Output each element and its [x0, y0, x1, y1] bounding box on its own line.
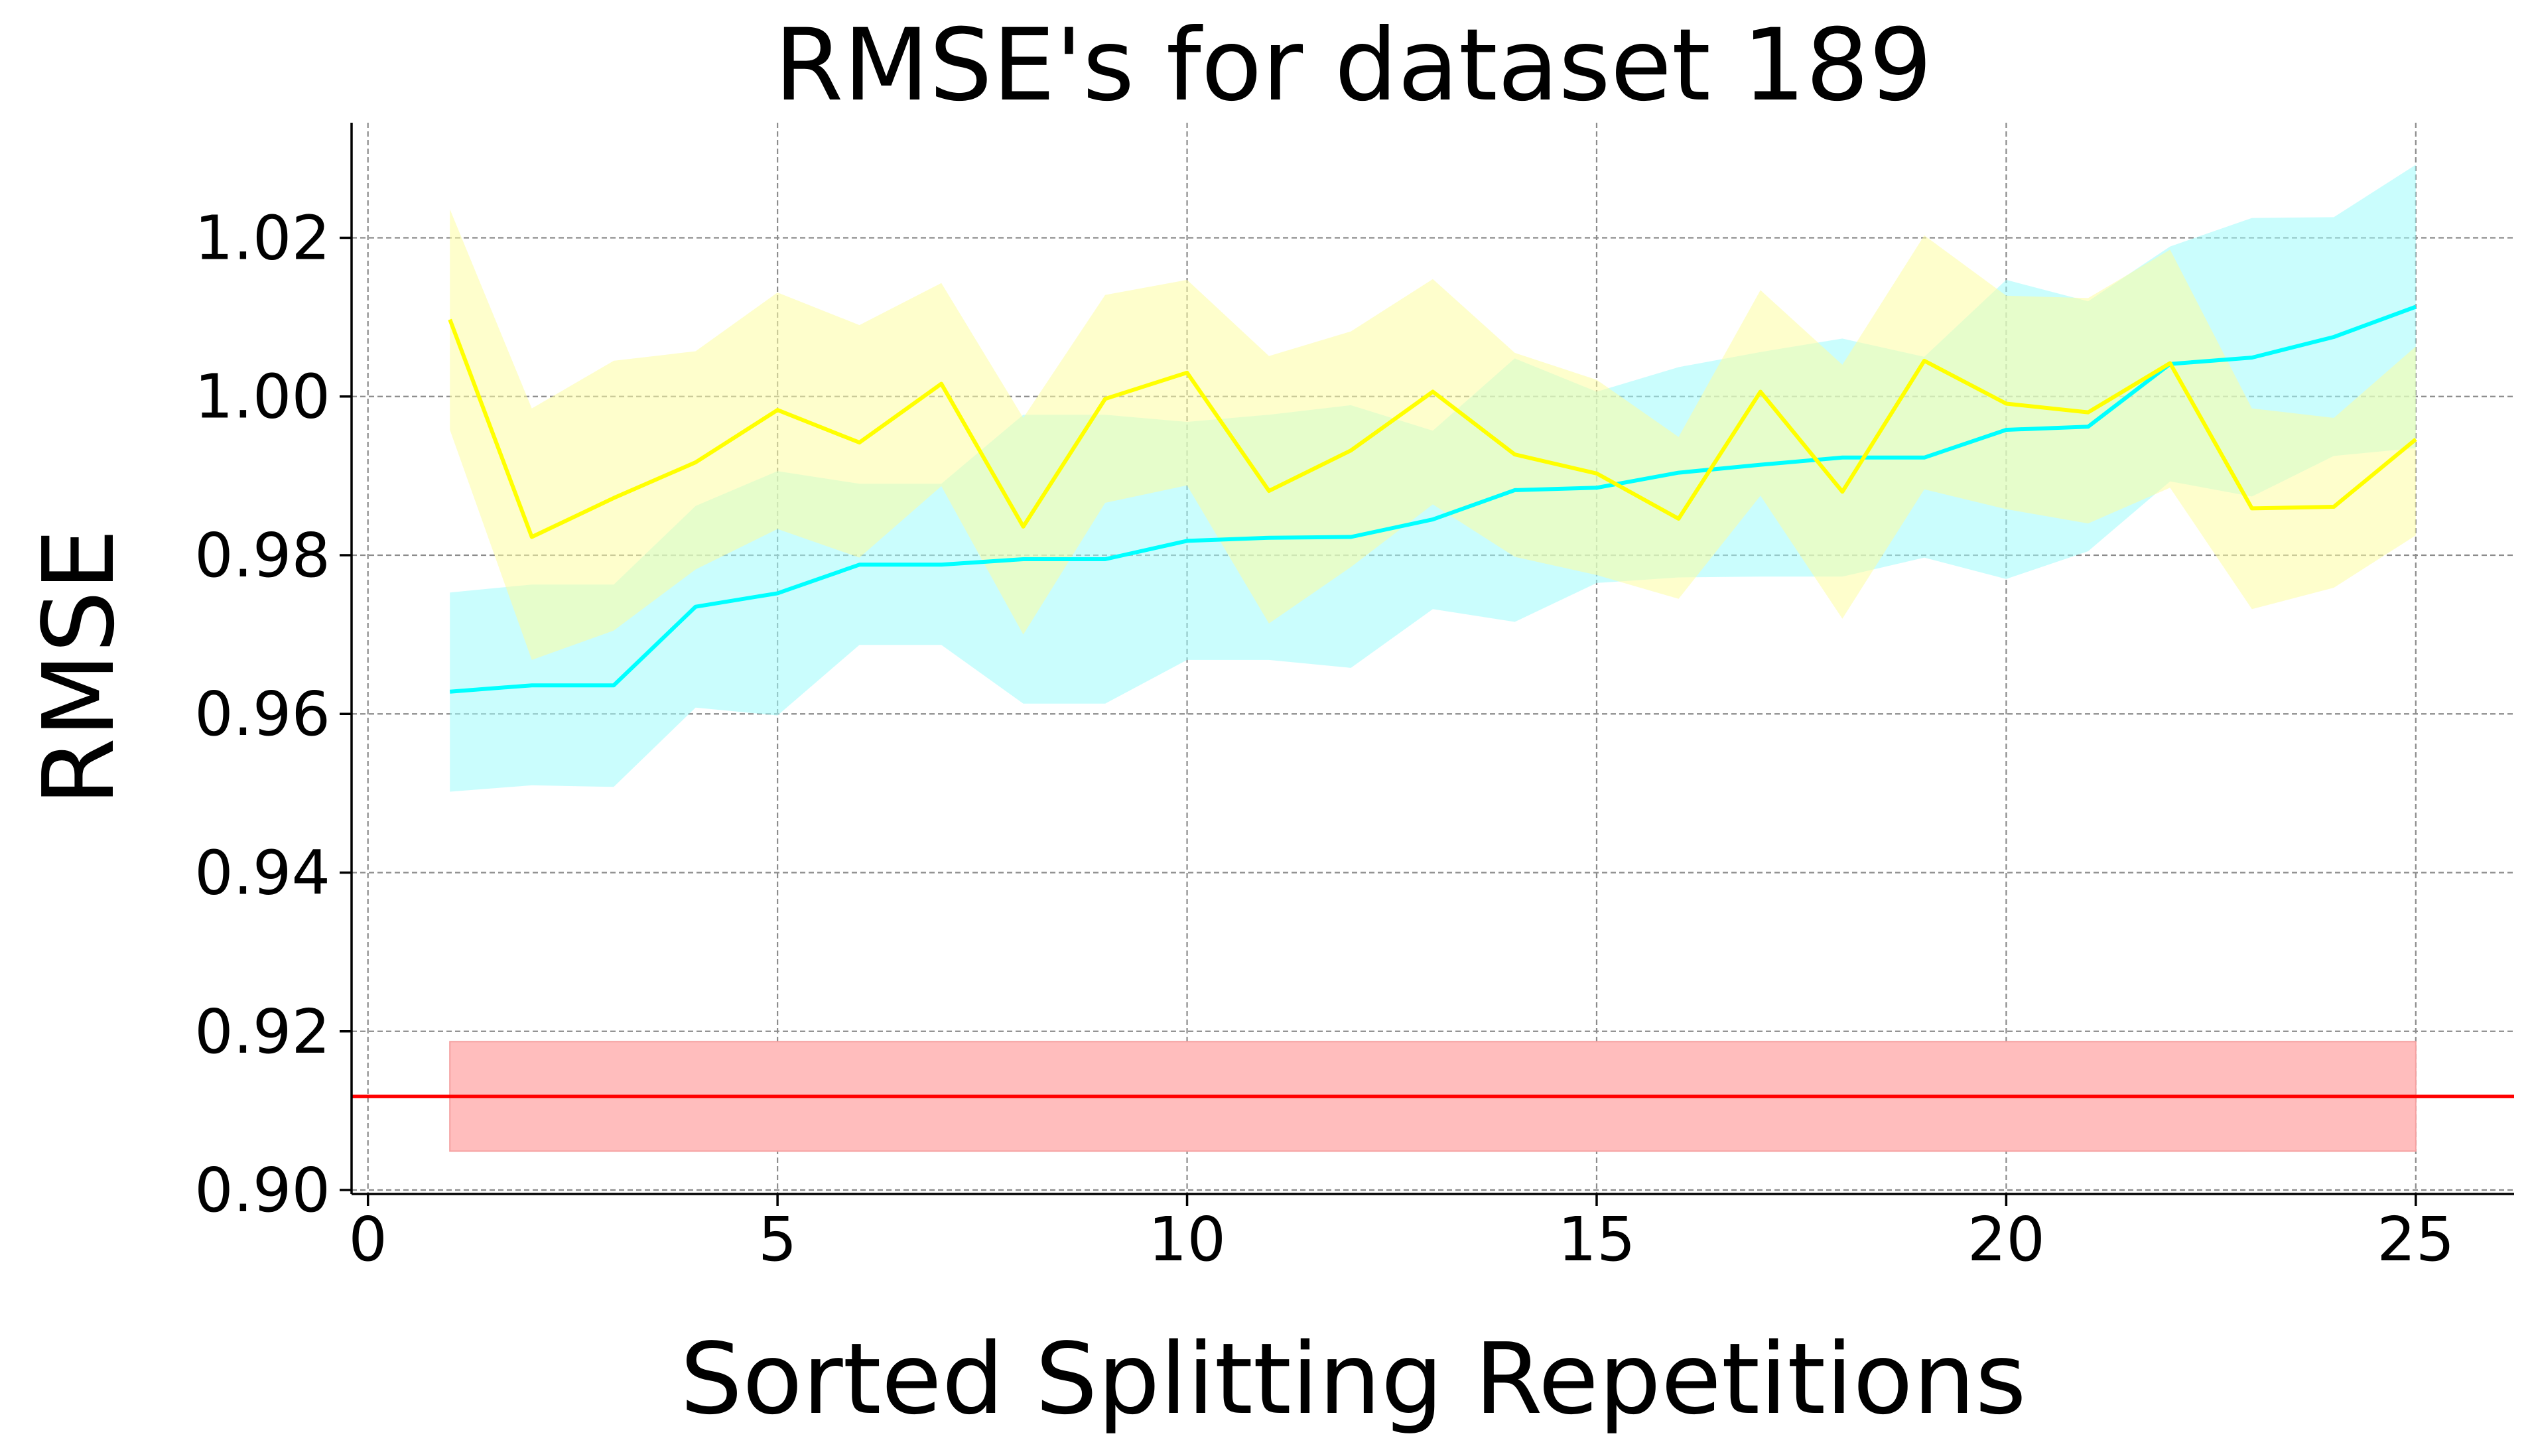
x-tick-label: 0	[348, 1204, 387, 1275]
y-tick-label: 0.90	[194, 1155, 330, 1226]
x-tick-labels: 0 5 10 15 20 25	[348, 1204, 2454, 1275]
chart-title: RMSE's for dataset 189	[774, 8, 1932, 123]
y-tick-label: 1.00	[194, 362, 330, 432]
x-tick-label: 5	[758, 1204, 797, 1275]
series-2-band	[450, 209, 2416, 660]
series-1-line	[449, 304, 2417, 694]
x-tick-label: 15	[1558, 1204, 1635, 1275]
x-tick-label: 25	[2377, 1204, 2454, 1275]
data-lines	[352, 304, 2514, 1098]
y-tick-label: 0.96	[194, 679, 330, 750]
y-tick-label: 1.02	[194, 202, 330, 273]
series-2-line	[448, 318, 2417, 539]
x-tick-label: 10	[1148, 1204, 1226, 1275]
y-tick-label: 0.92	[194, 996, 330, 1067]
x-tick-label: 20	[1967, 1204, 2045, 1275]
y-tick-label: 0.94	[194, 838, 330, 909]
axes	[340, 123, 2514, 1206]
x-axis-label: Sorted Splitting Repetitions	[680, 1322, 2027, 1436]
y-axis-label: RMSE	[22, 529, 136, 806]
y-tick-labels: 0.90 0.92 0.94 0.96 0.98 1.00 1.02	[194, 202, 330, 1226]
y-tick-label: 0.98	[194, 520, 330, 591]
data-bands	[449, 165, 2417, 1152]
